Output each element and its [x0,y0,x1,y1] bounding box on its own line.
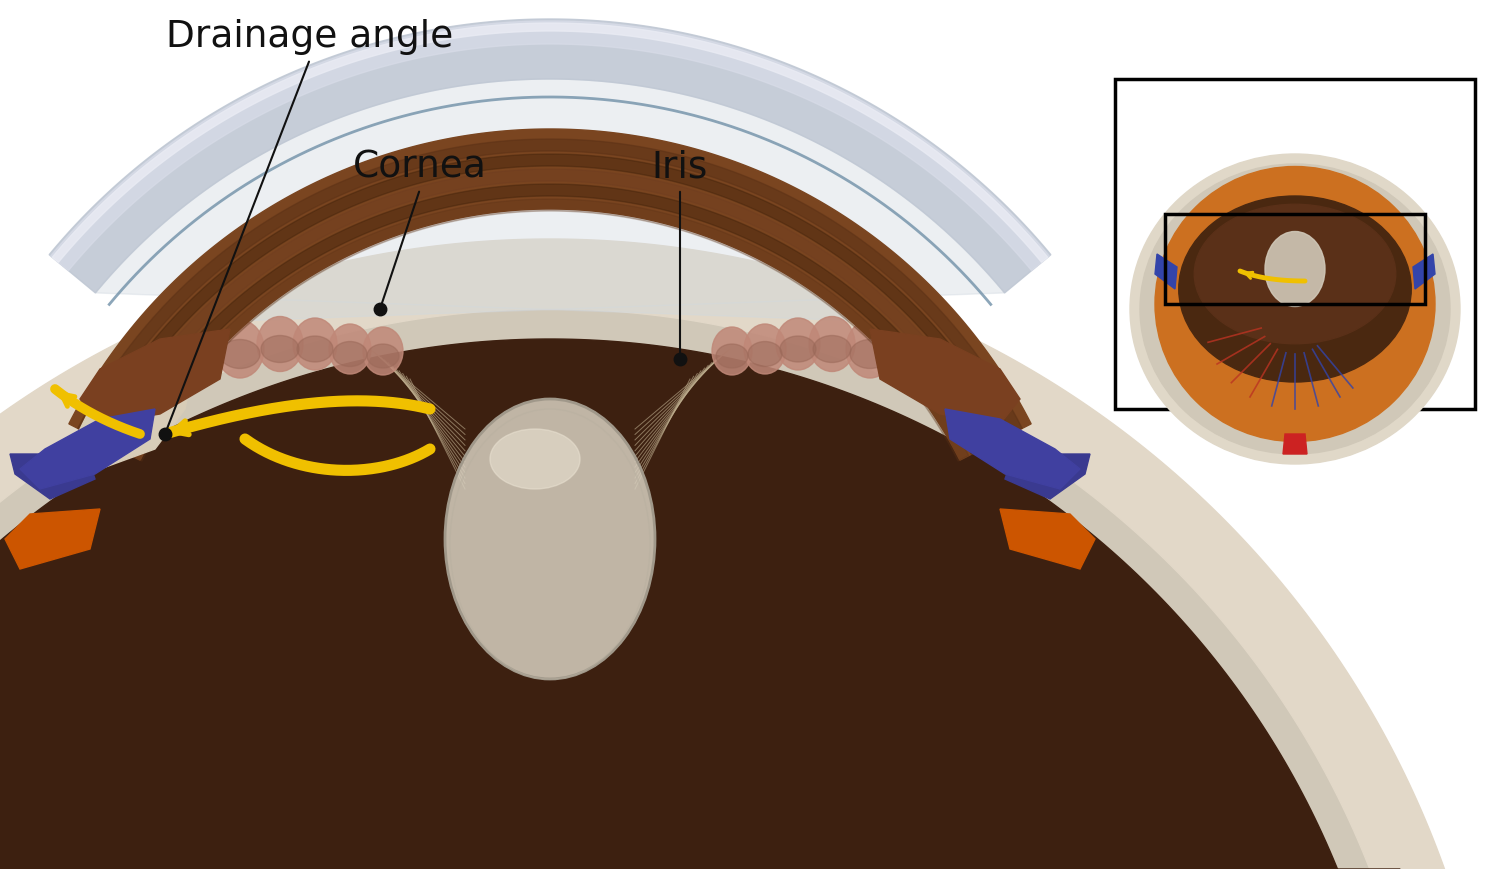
Bar [1114,80,1474,409]
Polygon shape [80,329,230,425]
Text: Cornea: Cornea [352,149,488,185]
Polygon shape [130,200,969,461]
Polygon shape [0,340,1400,869]
Ellipse shape [927,342,972,397]
Ellipse shape [808,317,855,372]
Polygon shape [53,24,1048,263]
Polygon shape [1000,509,1095,569]
Ellipse shape [1179,196,1412,382]
Ellipse shape [368,345,399,368]
Text: Drainage angle: Drainage angle [166,19,453,55]
Ellipse shape [886,329,938,389]
Ellipse shape [891,349,933,380]
Ellipse shape [297,336,333,362]
Ellipse shape [1264,232,1324,307]
Polygon shape [945,409,1080,489]
Ellipse shape [1130,155,1460,464]
Polygon shape [78,140,1022,434]
Ellipse shape [748,342,782,367]
Ellipse shape [216,321,264,379]
Polygon shape [69,129,1030,461]
Polygon shape [50,20,1052,294]
Polygon shape [92,155,1010,441]
Ellipse shape [1194,205,1395,344]
Ellipse shape [850,340,889,369]
Ellipse shape [132,342,177,397]
Ellipse shape [846,321,894,379]
Polygon shape [0,309,1430,869]
Ellipse shape [776,319,820,370]
Ellipse shape [813,336,850,363]
Ellipse shape [446,400,656,680]
Ellipse shape [333,342,368,367]
Ellipse shape [490,429,580,489]
Polygon shape [1413,255,1436,289]
Polygon shape [10,449,94,500]
Ellipse shape [1155,168,1436,442]
Ellipse shape [261,336,299,363]
Ellipse shape [220,340,260,369]
Polygon shape [118,185,983,454]
Ellipse shape [712,328,752,375]
Polygon shape [1005,449,1090,500]
Ellipse shape [136,362,174,388]
Ellipse shape [744,325,786,375]
Ellipse shape [780,336,816,362]
Ellipse shape [292,319,338,370]
Ellipse shape [328,325,370,375]
Ellipse shape [1140,165,1450,454]
Polygon shape [1155,255,1178,289]
Polygon shape [1282,434,1306,454]
Bar [1166,215,1425,305]
Polygon shape [870,329,1020,425]
Ellipse shape [363,328,404,375]
Ellipse shape [170,329,220,389]
Ellipse shape [716,345,748,368]
Polygon shape [20,409,154,489]
Polygon shape [70,360,195,469]
Polygon shape [51,22,1050,271]
Ellipse shape [174,349,216,380]
Polygon shape [105,169,996,448]
Text: Iris: Iris [652,149,708,185]
Polygon shape [96,80,1005,325]
Polygon shape [0,240,1500,869]
Polygon shape [4,509,100,569]
Ellipse shape [932,362,969,388]
Ellipse shape [256,317,303,372]
